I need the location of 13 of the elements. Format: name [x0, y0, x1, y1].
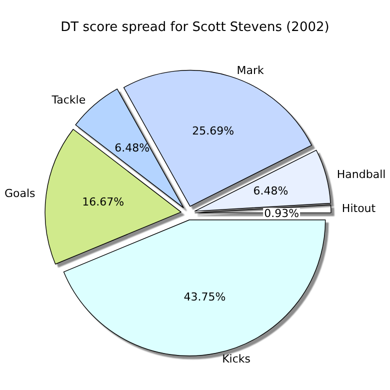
data-label: 6.48% — [114, 142, 150, 155]
chart-title: DT score spread for Scott Stevens (2002) — [60, 20, 330, 35]
slice-label: Handball — [336, 168, 386, 181]
data-label: 0.93% — [264, 207, 300, 220]
slice-label: Goals — [4, 187, 36, 200]
slice-label: Mark — [236, 64, 265, 78]
data-label: 6.48% — [253, 184, 288, 198]
data-label: 25.69% — [192, 124, 234, 138]
slice-label: Hitout — [342, 202, 376, 216]
slice-label: Tackle — [50, 94, 86, 107]
data-label: 16.67% — [82, 195, 124, 208]
data-label: 43.75% — [184, 290, 226, 304]
slice-label: Kicks — [222, 352, 251, 366]
